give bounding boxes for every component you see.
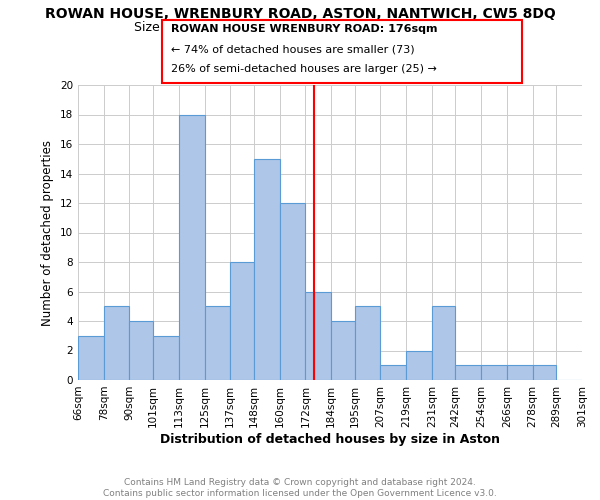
Bar [104, 306, 130, 380]
Text: 26% of semi-detached houses are larger (25) →: 26% of semi-detached houses are larger (… [171, 64, 437, 74]
Bar [507, 365, 533, 380]
Bar [481, 365, 507, 380]
Bar [380, 365, 406, 380]
Bar [406, 350, 432, 380]
Bar [533, 365, 556, 380]
Bar [130, 321, 153, 380]
Bar [230, 262, 254, 380]
Bar [455, 365, 481, 380]
Bar [179, 114, 205, 380]
Text: ROWAN HOUSE, WRENBURY ROAD, ASTON, NANTWICH, CW5 8DQ: ROWAN HOUSE, WRENBURY ROAD, ASTON, NANTW… [44, 8, 556, 22]
Bar [432, 306, 455, 380]
Bar [254, 159, 280, 380]
Bar [205, 306, 230, 380]
X-axis label: Distribution of detached houses by size in Aston: Distribution of detached houses by size … [160, 432, 500, 446]
Bar [355, 306, 380, 380]
Y-axis label: Number of detached properties: Number of detached properties [41, 140, 55, 326]
Bar [305, 292, 331, 380]
Text: ROWAN HOUSE WRENBURY ROAD: 176sqm: ROWAN HOUSE WRENBURY ROAD: 176sqm [171, 24, 437, 34]
Bar [331, 321, 355, 380]
Text: ← 74% of detached houses are smaller (73): ← 74% of detached houses are smaller (73… [171, 44, 415, 54]
Text: Contains HM Land Registry data © Crown copyright and database right 2024.
Contai: Contains HM Land Registry data © Crown c… [103, 478, 497, 498]
Bar [280, 203, 305, 380]
Text: Size of property relative to detached houses in Aston: Size of property relative to detached ho… [133, 22, 467, 35]
Bar [153, 336, 179, 380]
Bar [78, 336, 104, 380]
